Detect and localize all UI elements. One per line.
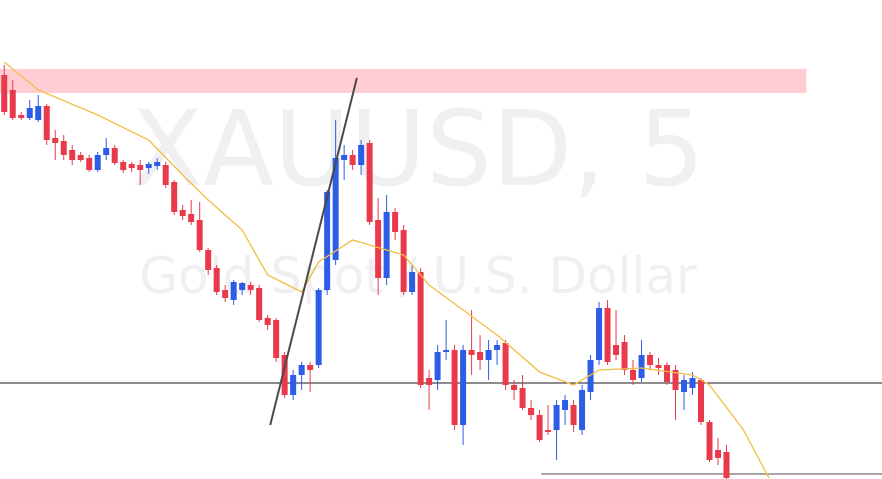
candle-body [120, 162, 127, 170]
candle-body [9, 90, 16, 118]
candle-body [281, 355, 288, 395]
candle-body [298, 365, 305, 375]
candle-body [43, 106, 50, 140]
candle-body [179, 210, 186, 216]
candle-body [349, 155, 356, 165]
candle-body [647, 355, 654, 365]
candle-body [511, 385, 518, 390]
candle-body [672, 370, 679, 390]
trend-line [269, 77, 358, 426]
candle-body [553, 405, 560, 430]
candle-body [519, 388, 526, 408]
candle-body [332, 158, 339, 260]
candle-body [1, 75, 8, 112]
candle-body [222, 290, 229, 298]
candle-body [638, 355, 645, 378]
candle-body [154, 162, 161, 166]
candle-body [587, 360, 594, 392]
candle-body [18, 115, 25, 118]
candle-body [247, 285, 254, 290]
candle-body [434, 352, 441, 380]
candle-body [715, 450, 722, 458]
candle-body [239, 283, 246, 290]
candle-body [579, 390, 586, 430]
candle-body [400, 230, 407, 292]
candle-body [570, 405, 577, 425]
candle-body [128, 164, 135, 168]
candle-body [681, 380, 688, 392]
candle-body [477, 352, 484, 360]
candle-body [256, 288, 263, 320]
candle-body [621, 342, 628, 370]
candle-body [613, 345, 620, 355]
candle-body [307, 365, 314, 370]
zone [0, 69, 807, 93]
candle-body [162, 165, 169, 185]
candle-body [485, 350, 492, 360]
candle-body [460, 350, 467, 425]
candle-body [392, 212, 399, 232]
candle-body [230, 282, 237, 300]
candle-body [26, 108, 33, 118]
candle-body [443, 350, 450, 352]
candle-body [290, 375, 297, 395]
candle-body [103, 148, 110, 155]
candle-body [502, 343, 509, 385]
candle-body [366, 143, 373, 222]
candle-body [188, 214, 195, 222]
candle-body [137, 165, 144, 170]
candle-body [196, 220, 203, 250]
candle-body [315, 290, 322, 365]
candle-body [451, 350, 458, 425]
candle-body [60, 141, 67, 155]
candle-body [689, 378, 696, 388]
candle-body [664, 365, 671, 382]
candle-body [205, 250, 212, 270]
candle-body [358, 145, 365, 165]
candle-body [145, 164, 152, 168]
candle-body [35, 106, 42, 120]
candle-body [536, 415, 543, 440]
candle-body [630, 370, 637, 380]
candle-body [264, 318, 271, 325]
candle-body [324, 192, 331, 290]
candle-body [383, 212, 390, 278]
candle-body [698, 380, 705, 422]
candle-body [111, 148, 118, 163]
candle-body [409, 272, 416, 292]
candle-body [77, 155, 84, 160]
candle-body [655, 365, 662, 368]
candle-body [94, 155, 101, 170]
candle-body [171, 182, 178, 212]
candle-body [341, 155, 348, 160]
moving-average [3, 61, 770, 479]
candle-body [528, 408, 535, 415]
candle-body [375, 220, 382, 278]
candle-body [213, 268, 220, 292]
candle-body [596, 308, 603, 360]
candle-body [604, 308, 611, 362]
candle-body [545, 430, 552, 432]
candle-body [417, 272, 424, 385]
candle-body [273, 320, 280, 358]
candle-body [468, 350, 475, 355]
candle-body [52, 138, 59, 143]
candle-body [723, 452, 730, 478]
candle-body [562, 400, 569, 410]
candle-body [494, 345, 501, 350]
watermark: XAUUSD, 5 [131, 88, 704, 210]
candle-body [706, 422, 713, 460]
candle-body [86, 158, 93, 170]
candle-body [69, 150, 76, 160]
candle-body [426, 378, 433, 385]
